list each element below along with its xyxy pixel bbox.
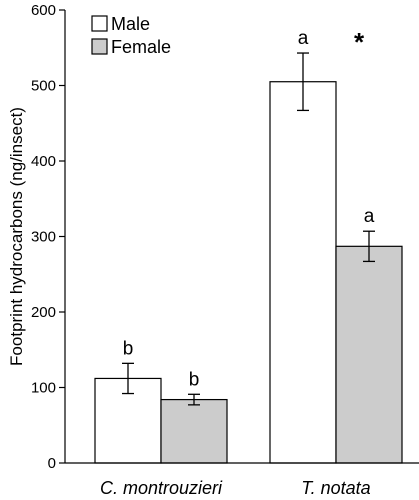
bar-female <box>160 398 228 464</box>
y-tick-label: 100 <box>31 380 56 397</box>
y-tick-label: 600 <box>31 2 56 19</box>
y-tick-label: 300 <box>31 229 56 246</box>
bar-female <box>335 245 403 464</box>
significance-letter: b <box>123 338 134 359</box>
bar-male <box>269 81 337 464</box>
significance-star: * <box>354 27 365 57</box>
category-labels: C. montrouzieri T. notata <box>100 478 371 498</box>
y-tick-label: 200 <box>31 304 56 321</box>
legend: Male Female <box>91 14 171 57</box>
legend-label-male: Male <box>111 14 150 34</box>
category-label: C. montrouzieri <box>100 478 223 498</box>
bars <box>94 81 403 464</box>
y-tick-label: 500 <box>31 78 56 95</box>
legend-label-female: Female <box>111 37 171 57</box>
significance-letters: b b a a * <box>123 27 375 390</box>
error-bars <box>122 52 375 406</box>
y-tick-label: 0 <box>48 455 56 472</box>
significance-letter: a <box>364 206 375 227</box>
y-axis-ticks: 0 100 200 300 400 500 600 <box>31 2 65 472</box>
y-tick-label: 400 <box>31 153 56 170</box>
y-axis-title: Footprint hydrocarbons (ng/insect) <box>7 107 26 366</box>
category-label: T. notata <box>301 478 370 498</box>
legend-swatch-female <box>91 38 108 55</box>
significance-letter: a <box>298 28 309 49</box>
significance-letter: b <box>189 369 200 390</box>
legend-swatch-male <box>91 15 108 32</box>
